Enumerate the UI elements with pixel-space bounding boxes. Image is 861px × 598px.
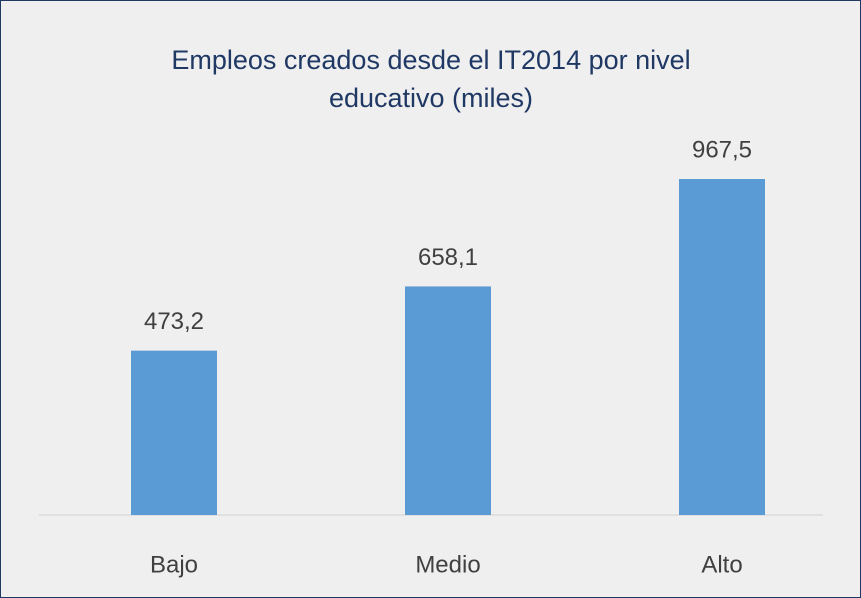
data-label: 658,1 bbox=[418, 244, 478, 271]
x-tick-label: Bajo bbox=[150, 551, 198, 578]
chart-title: Empleos creados desde el IT2014 por nive… bbox=[171, 45, 691, 113]
bar bbox=[679, 179, 765, 515]
data-label: 967,5 bbox=[692, 136, 752, 163]
x-tick-label: Medio bbox=[415, 551, 480, 578]
data-label: 473,2 bbox=[144, 308, 204, 335]
x-tick-label: Alto bbox=[701, 551, 742, 578]
bar bbox=[405, 286, 491, 515]
bar bbox=[131, 350, 217, 515]
